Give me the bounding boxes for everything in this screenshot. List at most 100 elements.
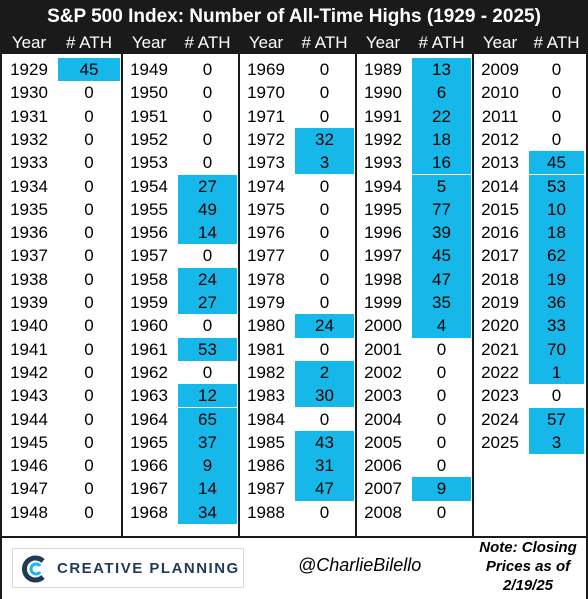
ath-cell: 0 xyxy=(319,269,330,289)
year-cell: 1992 xyxy=(364,129,402,149)
ath-cell: 49 xyxy=(178,197,237,222)
ath-cell: 0 xyxy=(202,153,213,173)
ath-cell: 0 xyxy=(202,246,213,266)
year-cell: 1978 xyxy=(247,269,285,289)
year-cell: 1962 xyxy=(130,362,168,382)
year-cell: 1943 xyxy=(10,386,48,406)
ath-cell: 9 xyxy=(412,477,471,501)
year-cell: 1987 xyxy=(247,479,285,499)
year-cell: 1982 xyxy=(247,362,285,382)
table-column: Year # ATH 1949 0 1950 0 1951 0 1952 0 1953 0 1954 27… xyxy=(122,32,239,536)
year-cell: 2002 xyxy=(364,362,402,382)
page-title: S&P 500 Index: Number of All-Time Highs … xyxy=(2,2,586,32)
year-cell: 2005 xyxy=(364,432,402,452)
ath-cell: 0 xyxy=(84,176,94,196)
ath-cell: 65 xyxy=(178,407,237,431)
ath-cell: 0 xyxy=(319,223,330,243)
ath-cell: 0 xyxy=(319,176,330,196)
year-header: Year xyxy=(131,33,167,52)
year-cell: 1939 xyxy=(10,293,48,312)
ath-cell: 35 xyxy=(412,291,471,315)
ath-cell: 70 xyxy=(529,337,584,361)
ath-cell: 14 xyxy=(178,221,237,245)
year-cell: 1994 xyxy=(364,176,402,196)
year-cell: 1934 xyxy=(10,176,48,196)
year-cell: 2021 xyxy=(481,339,519,359)
author-handle: @CharlieBilello xyxy=(298,555,422,575)
ath-header: # ATH xyxy=(533,33,580,52)
ath-cell: 14 xyxy=(178,477,237,501)
year-cell: 2019 xyxy=(481,293,519,312)
year-cell: 1963 xyxy=(130,386,168,406)
year-cell: 2017 xyxy=(481,246,519,266)
year-cell: 2025 xyxy=(481,432,519,452)
year-cell: 1958 xyxy=(130,269,168,289)
year-cell: 2022 xyxy=(481,362,519,382)
ath-cell: 19 xyxy=(529,267,584,291)
year-cell: 1979 xyxy=(247,293,285,312)
ath-cell: 0 xyxy=(436,409,447,429)
year-cell: 1967 xyxy=(130,479,168,499)
ath-cell: 0 xyxy=(84,339,94,359)
ath-cell: 24 xyxy=(178,267,237,291)
year-cell: 2012 xyxy=(481,129,519,149)
year-cell: 1949 xyxy=(130,60,168,79)
ath-cell: 0 xyxy=(202,362,213,382)
ath-cell: 0 xyxy=(84,246,94,266)
ath-header: # ATH xyxy=(184,33,231,52)
ath-cell: 0 xyxy=(319,409,330,429)
year-cell: 1929 xyxy=(10,60,48,79)
year-cell: 2003 xyxy=(364,386,402,406)
year-header: Year xyxy=(482,33,518,52)
column-header: Year # ATH xyxy=(356,32,473,54)
ath-cell: 13 xyxy=(412,58,471,82)
ath-cell: 24 xyxy=(295,314,354,338)
year-cell: 2024 xyxy=(481,409,519,429)
ath-cell: 62 xyxy=(529,244,584,268)
year-cell: 2001 xyxy=(364,339,402,359)
year-cell: 1942 xyxy=(10,362,48,382)
year-cell: 1932 xyxy=(10,129,48,149)
ath-cell: 36 xyxy=(529,291,584,315)
year-cell: 1991 xyxy=(364,106,402,126)
ath-cell: 6 xyxy=(412,81,471,105)
column-divider xyxy=(472,54,474,536)
ath-cell: 0 xyxy=(84,502,94,522)
year-cell: 2010 xyxy=(481,83,519,103)
year-cell: 2006 xyxy=(364,456,402,476)
ath-cell: 0 xyxy=(436,339,447,359)
ath-cell: 0 xyxy=(436,502,447,522)
ath-cell: 77 xyxy=(412,197,471,222)
ath-cell: 1 xyxy=(529,360,584,385)
year-cell: 1983 xyxy=(247,386,285,406)
ath-cell: 0 xyxy=(84,199,94,219)
year-cell: 1957 xyxy=(130,246,168,266)
year-cell: 2023 xyxy=(481,386,519,406)
column-header: Year # ATH xyxy=(473,32,586,54)
ath-cell: 30 xyxy=(295,384,354,408)
ath-cell: 0 xyxy=(84,269,94,289)
year-cell: 1990 xyxy=(364,83,402,103)
year-cell: 1985 xyxy=(247,432,285,452)
year-cell: 1970 xyxy=(247,83,285,103)
year-cell: 1988 xyxy=(247,502,285,522)
ath-cell: 0 xyxy=(436,362,447,382)
year-cell: 1947 xyxy=(10,479,48,499)
ath-cell: 0 xyxy=(551,83,562,103)
year-cell: 1989 xyxy=(364,60,402,79)
closing-prices-note: Note: Closing Prices as of 2/19/25 xyxy=(472,538,584,595)
ath-cell: 0 xyxy=(84,479,94,499)
year-cell: 1999 xyxy=(364,293,402,312)
year-cell: 2020 xyxy=(481,316,519,336)
year-cell: 1944 xyxy=(10,409,48,429)
ath-cell: 22 xyxy=(412,104,471,128)
ath-cell: 10 xyxy=(529,197,584,222)
ath-cell: 47 xyxy=(412,267,471,291)
year-cell: 1975 xyxy=(247,199,285,219)
ath-cell: 47 xyxy=(295,477,354,501)
year-header: Year xyxy=(248,33,284,52)
ath-cell: 27 xyxy=(178,291,237,315)
ath-cell: 0 xyxy=(551,129,562,149)
year-cell: 1981 xyxy=(247,339,285,359)
